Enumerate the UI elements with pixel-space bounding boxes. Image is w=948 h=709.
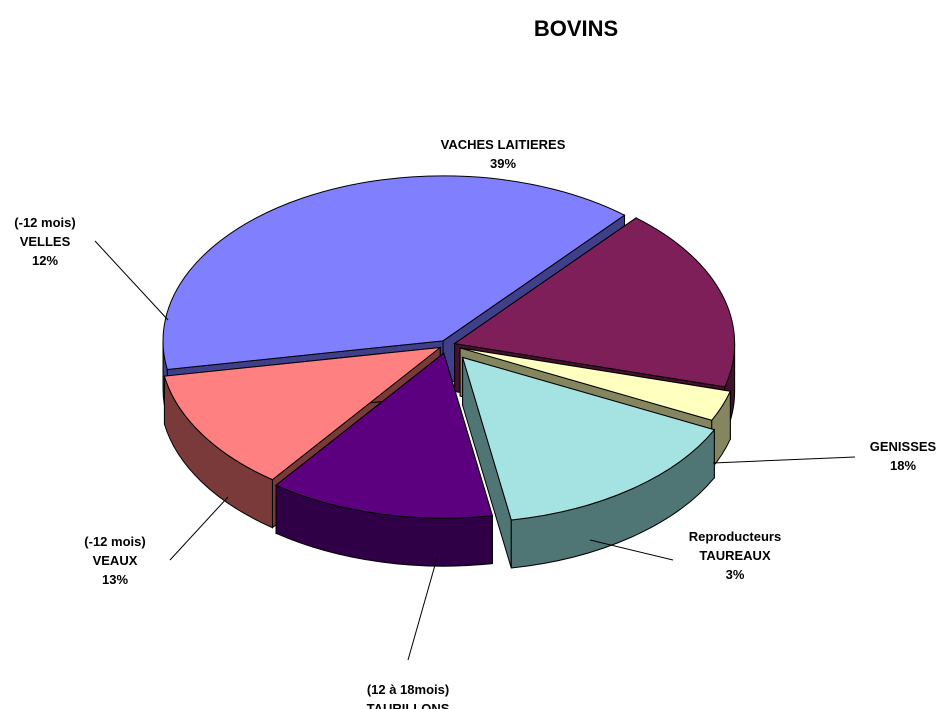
leader-lines [94, 240, 856, 661]
leader-line [712, 456, 856, 464]
slice-percent-label: 13% [102, 572, 128, 587]
slice-top [275, 352, 494, 519]
slice-percent-label: 12% [32, 253, 58, 268]
slice-label: TAURILLONS [367, 701, 450, 709]
slice-label: TAUREAUX [699, 548, 771, 563]
slice-percent-label: 39% [490, 156, 516, 171]
slice-label: GENISSES [870, 439, 937, 454]
slice-top [461, 356, 716, 521]
slice-label: (-12 mois) [84, 534, 145, 549]
slice-percent-label: 18% [890, 458, 916, 473]
leader-line [407, 557, 438, 661]
slice-label: VACHES LAITIERES [441, 137, 566, 152]
leader-line [94, 240, 169, 321]
slice-label: Reproducteurs [689, 529, 781, 544]
slice-top [163, 346, 442, 481]
slice-label: VEAUX [93, 553, 138, 568]
slice-label: (12 à 18mois) [367, 682, 449, 697]
slice-label: VELLES [20, 234, 71, 249]
leader-line [589, 539, 674, 561]
slice-top [453, 217, 736, 388]
slice-labels: VACHES LAITIERES 39% GENISSES 18% Reproducte… [14, 137, 936, 709]
slice-top [162, 175, 626, 371]
pie-slices [162, 175, 736, 569]
slice-label: (-12 mois) [14, 215, 75, 230]
leader-line [169, 496, 229, 561]
slice-percent-label: 3% [726, 567, 745, 582]
slice-top [459, 347, 732, 421]
chart-title: BOVINS [534, 16, 618, 41]
